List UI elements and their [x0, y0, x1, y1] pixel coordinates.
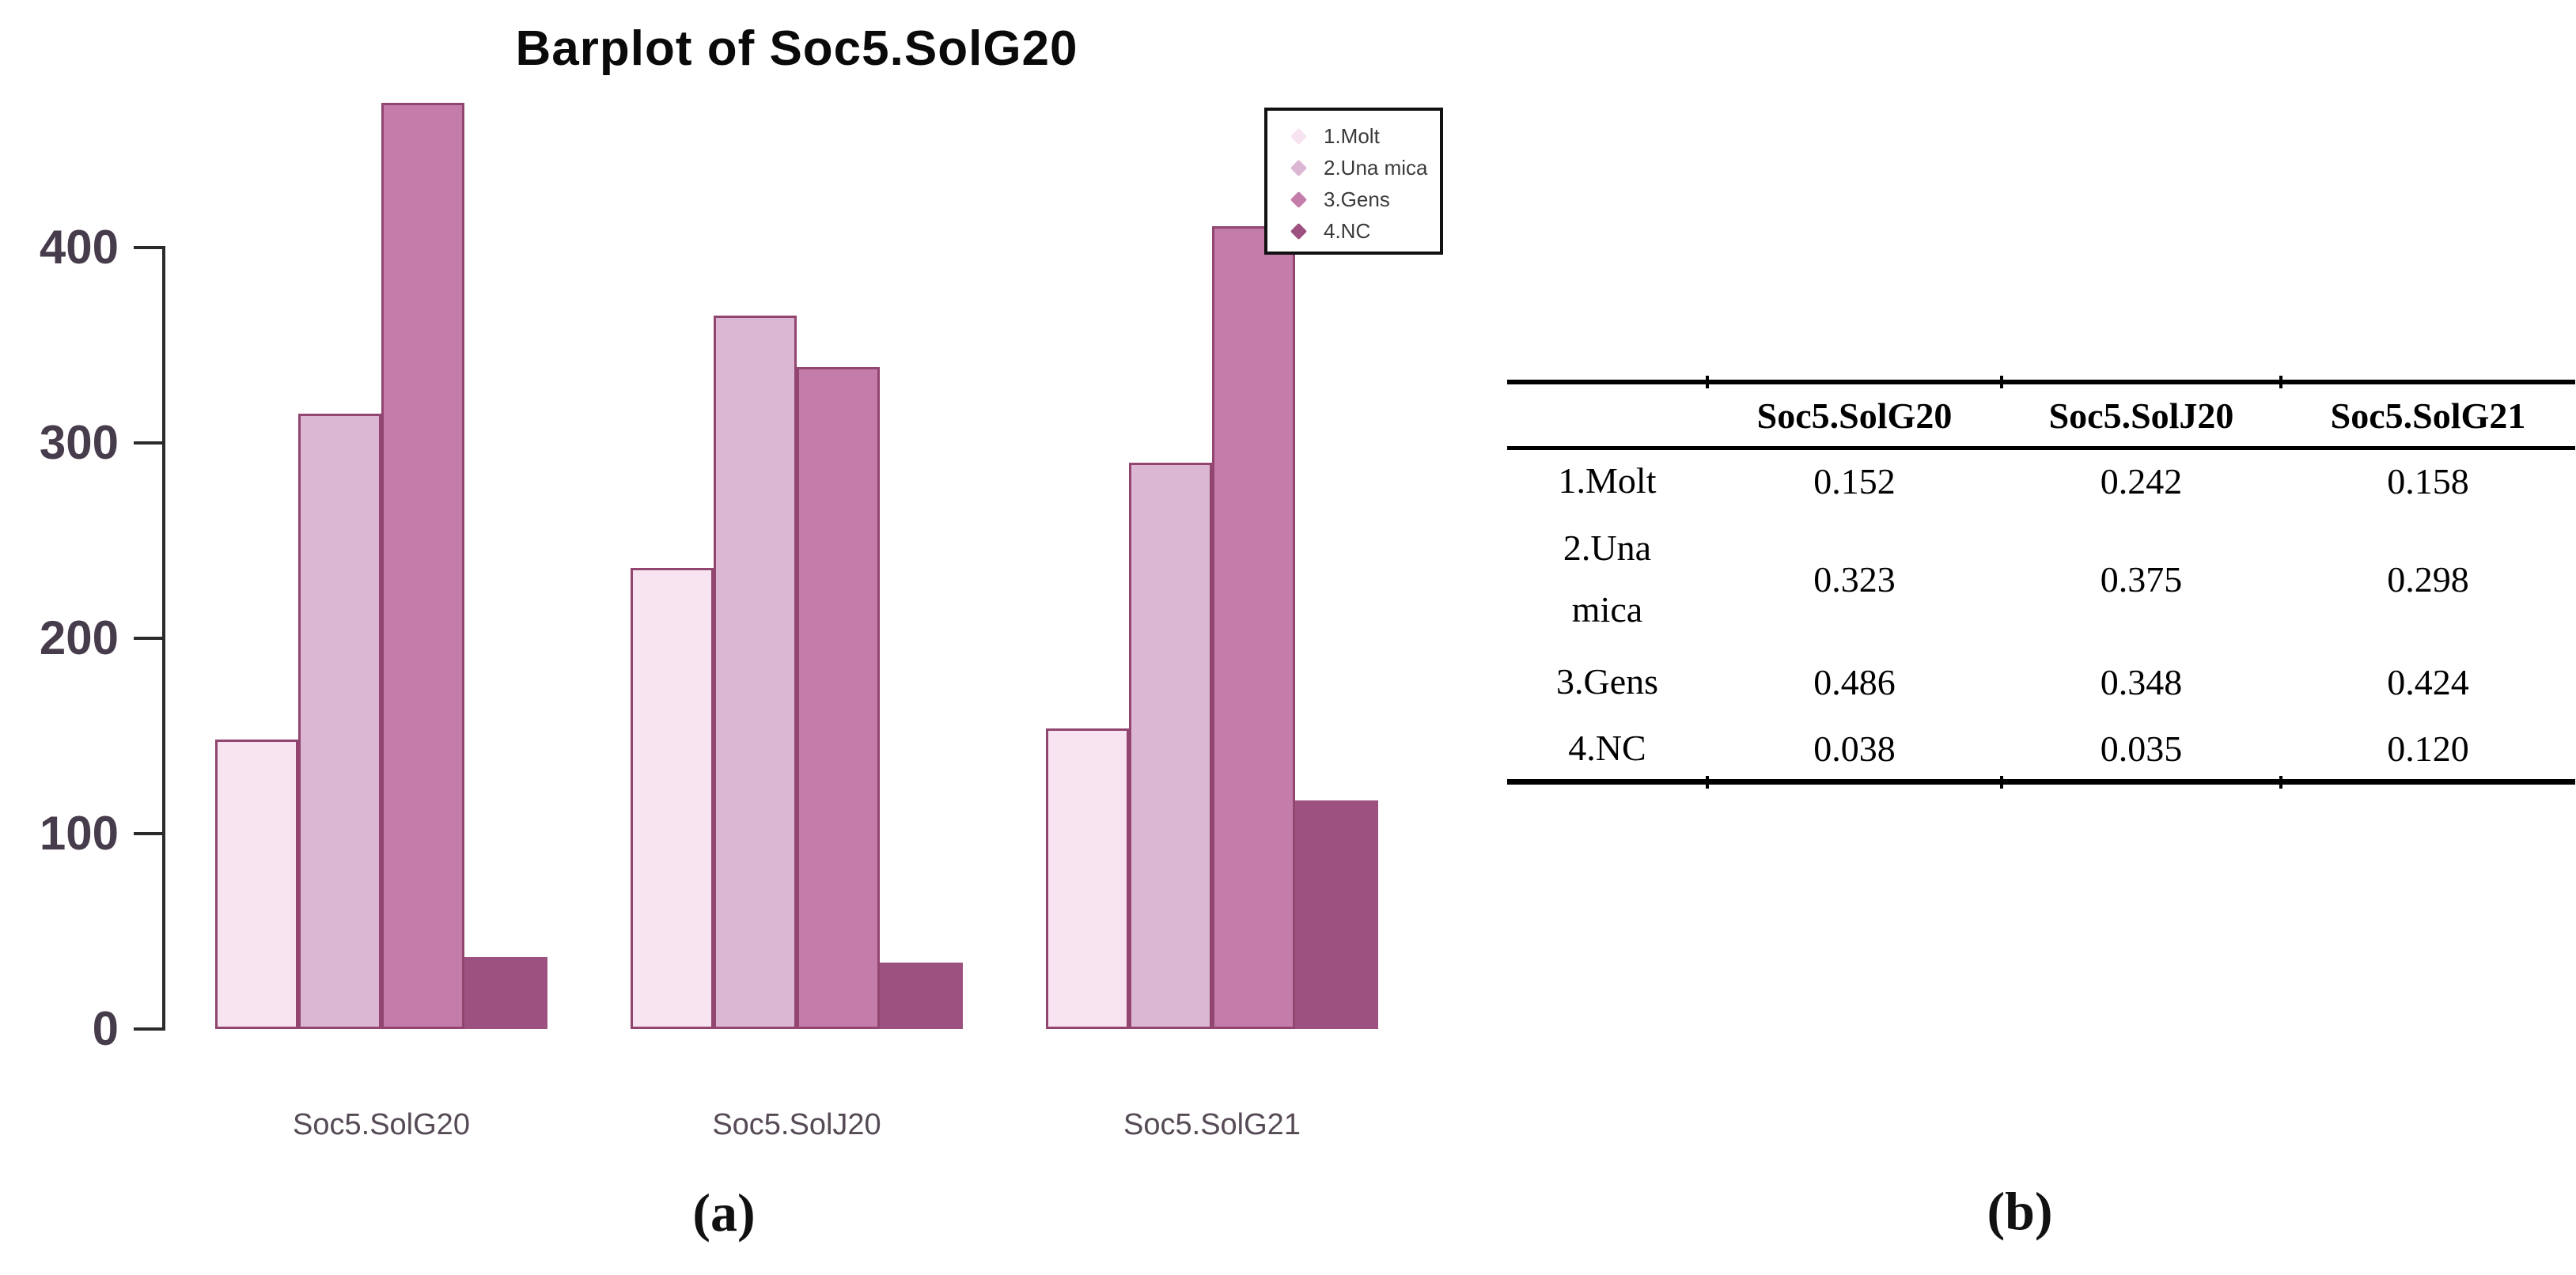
y-tick-label: 100	[39, 807, 119, 860]
y-axis-line	[162, 246, 165, 1031]
legend-diamond-icon	[1290, 222, 1308, 240]
table-row-label-text: 1.Molt	[1558, 460, 1657, 501]
table-row-label-text: 4.NC	[1568, 728, 1646, 769]
bar-4-NC-Soc5.SolG20	[464, 957, 547, 1029]
table-header-cell: Soc5.SolG21	[2330, 395, 2526, 436]
legend-diamond-icon	[1290, 127, 1308, 145]
legend-item: 4.NC	[1290, 215, 1440, 247]
table-rule-tick	[2000, 376, 2003, 388]
y-tick-label: 0	[92, 1002, 119, 1055]
table-cell: 0.323	[1813, 558, 1896, 600]
table-cell: 0.375	[2100, 558, 2183, 600]
table-cell: 0.035	[2100, 728, 2183, 769]
legend-label: 4.NC	[1324, 218, 1371, 243]
table-cell: 0.298	[2387, 558, 2469, 600]
table-row: 3.Gens 0.486 0.348 0.424	[1507, 646, 2575, 717]
bar-2-Una-mica-Soc5.SolG20	[298, 414, 381, 1029]
y-tick	[134, 246, 164, 249]
bar-3-Gens-Soc5.SolG20	[381, 103, 464, 1029]
bar-1-Molt-Soc5.SolG21	[1046, 728, 1129, 1029]
table-rule-tick	[2000, 776, 2003, 789]
legend-items: 1.Molt 2.Una mica 3.Gens 4.NC	[1290, 120, 1440, 247]
legend-label: 1.Molt	[1324, 123, 1380, 148]
table-panel: Soc5.SolG20 Soc5.SolJ20 Soc5.SolG21 1.Molt…	[1507, 376, 2575, 789]
legend-label: 3.Gens	[1324, 187, 1390, 211]
y-tick	[134, 832, 164, 835]
table-cell: 0.348	[2100, 661, 2183, 702]
table-row-label: 4.NC	[1507, 717, 1707, 782]
table-row-label-text: 2.Una mica	[1563, 528, 1652, 630]
table-cell: 0.158	[2387, 460, 2469, 501]
table-header-cell	[1507, 382, 1707, 448]
data-table: Soc5.SolG20 Soc5.SolJ20 Soc5.SolG21 1.Molt…	[1507, 380, 2575, 785]
table-cell: 0.120	[2387, 728, 2469, 769]
chart-title: Barplot of Soc5.SolG20	[515, 21, 1078, 76]
table-cell: 0.152	[1813, 460, 1896, 501]
y-tick-label: 300	[39, 416, 119, 469]
bar-3-Gens-Soc5.SolG21	[1212, 226, 1295, 1029]
x-category-label: Soc5.SolG20	[293, 1108, 470, 1141]
table-row: 2.Una mica 0.323 0.375 0.298	[1507, 512, 2575, 646]
table-cell: 0.038	[1813, 728, 1896, 769]
y-tick-label: 400	[39, 221, 119, 274]
bar-4-NC-Soc5.SolG21	[1295, 800, 1378, 1029]
table-row-label-text: 3.Gens	[1555, 661, 1659, 702]
table-header-cell: Soc5.SolG20	[1756, 395, 1953, 436]
table-header-row: Soc5.SolG20 Soc5.SolJ20 Soc5.SolG21	[1507, 382, 2575, 448]
legend-label: 2.Una mica	[1324, 155, 1428, 180]
table-cell: 0.242	[2100, 460, 2183, 501]
legend: 1.Molt 2.Una mica 3.Gens 4.NC	[1264, 108, 1443, 255]
y-tick	[134, 441, 164, 445]
legend-item: 1.Molt	[1290, 120, 1440, 152]
table-rule-tick	[2279, 376, 2282, 388]
table-rule-tick	[2279, 776, 2282, 789]
table-row-label: 2.Una mica	[1507, 512, 1707, 646]
caption-a: (a)	[692, 1182, 756, 1243]
y-tick	[134, 637, 164, 640]
bar-3-Gens-Soc5.SolJ20	[797, 367, 880, 1029]
legend-diamond-icon	[1290, 159, 1308, 176]
table-rule-tick	[1706, 376, 1709, 388]
table-row-label: 3.Gens	[1507, 646, 1707, 717]
x-category-label: Soc5.SolG21	[1123, 1108, 1301, 1141]
legend-item: 3.Gens	[1290, 183, 1440, 215]
bar-2-Una-mica-Soc5.SolG21	[1129, 463, 1212, 1029]
table-cell: 0.486	[1813, 661, 1896, 702]
bar-1-Molt-Soc5.SolG20	[215, 740, 298, 1029]
table-row: 4.NC 0.038 0.035 0.120	[1507, 717, 2575, 782]
y-tick-label: 200	[39, 611, 119, 664]
bar-1-Molt-Soc5.SolJ20	[631, 568, 714, 1029]
bar-2-Una-mica-Soc5.SolJ20	[714, 316, 797, 1029]
y-tick	[134, 1027, 164, 1031]
table-cell: 0.424	[2387, 661, 2469, 702]
x-category-label: Soc5.SolJ20	[712, 1108, 881, 1141]
table-rule-tick	[1706, 776, 1709, 789]
table-row: 1.Molt 0.152 0.242 0.158	[1507, 448, 2575, 513]
legend-item: 2.Una mica	[1290, 152, 1440, 183]
table-header-cell: Soc5.SolJ20	[2048, 395, 2234, 436]
table-row-label: 1.Molt	[1507, 448, 1707, 513]
bar-4-NC-Soc5.SolJ20	[880, 963, 963, 1029]
caption-b: (b)	[1987, 1181, 2053, 1241]
legend-diamond-icon	[1290, 191, 1308, 208]
